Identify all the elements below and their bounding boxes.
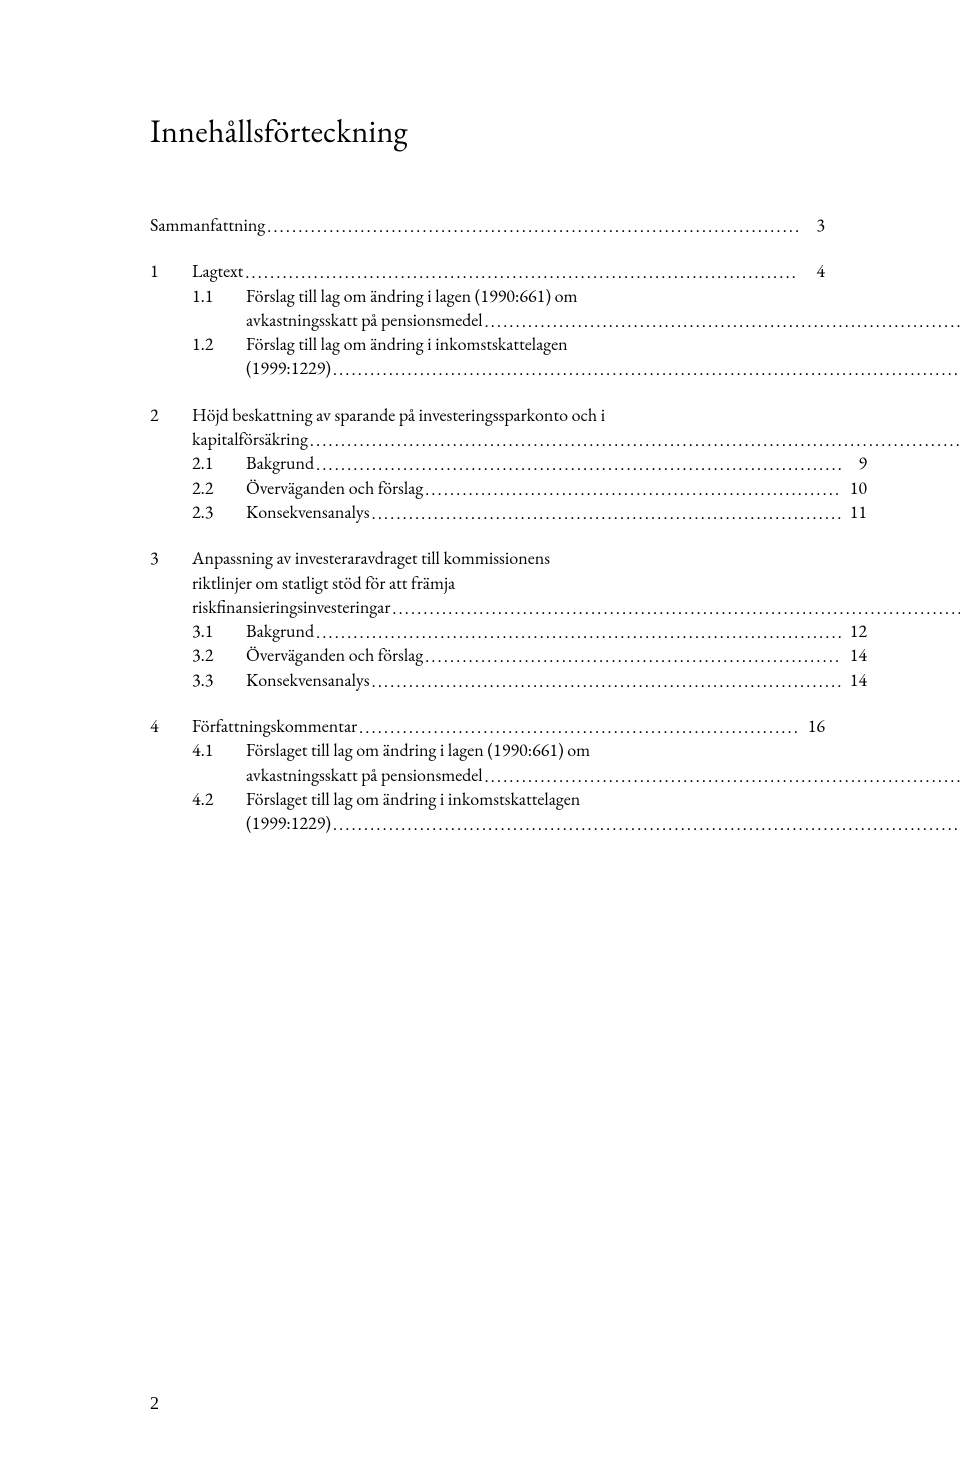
toc-entry-label-wrap: Anpassning av investeraravdraget till ko… — [192, 547, 960, 620]
document-page: Innehållsförteckning Sammanfattning 3 1Lag… — [0, 0, 960, 1470]
toc-entry-label: Lagtext — [192, 260, 245, 284]
toc-leader-dots — [310, 430, 960, 453]
toc-entry-number: 4.1 — [192, 739, 246, 763]
toc-entry: 4.2Förslaget till lag om ändring i inkom… — [150, 788, 867, 837]
toc-entry-number: 3.2 — [192, 644, 246, 668]
toc-entry: 2.3Konsekvensanalys 11 — [150, 501, 867, 525]
toc-entry-label: Sammanfattning — [150, 214, 267, 238]
toc-entry-label: Författningskommentar — [192, 715, 359, 739]
toc-entry-page: 14 — [841, 669, 867, 693]
toc-entry: 2.1Bakgrund 9 — [150, 452, 867, 476]
toc-entry: 4Författningskommentar 16 — [150, 715, 825, 739]
toc-entry-page: 10 — [841, 477, 867, 501]
toc-entry-label: Förslag till lag om ändring i inkomstska… — [246, 333, 960, 357]
toc-entry-number: 4 — [150, 715, 192, 739]
toc-entry-label: kapitalförsäkring — [192, 428, 310, 452]
toc-entry-page: 9 — [841, 452, 867, 476]
toc-entry-label: Konsekvensanalys — [246, 669, 372, 693]
toc-leader-dots — [485, 311, 960, 334]
toc-entry: 4.1Förslaget till lag om ändring i lagen… — [150, 739, 867, 788]
toc-entry-label: Bakgrund — [246, 452, 316, 476]
toc-entry-page: 12 — [841, 620, 867, 644]
toc-entry-label: Förslaget till lag om ändring i inkomsts… — [246, 788, 960, 812]
toc-entry-label: Överväganden och förslag — [246, 477, 425, 501]
toc-entry: 3.2Överväganden och förslag 14 — [150, 644, 867, 668]
toc-entry-page: 4 — [799, 260, 825, 284]
toc-leader-dots — [372, 671, 841, 694]
toc-entry-label: (1999:1229) — [246, 812, 333, 836]
toc-entry: 2.2Överväganden och förslag 10 — [150, 477, 867, 501]
toc-leader-dots — [333, 814, 960, 837]
toc-entry-number: 3.1 — [192, 620, 246, 644]
toc-entry-label: Förslaget till lag om ändring i lagen (1… — [246, 739, 960, 763]
toc-entry-label: Konsekvensanalys — [246, 501, 372, 525]
toc-leader-dots — [316, 622, 841, 645]
toc-entry: 3.3Konsekvensanalys 14 — [150, 669, 867, 693]
toc-entry-label-wrap: Förslag till lag om ändring i lagen (199… — [246, 285, 960, 334]
toc-entry-label: Anpassning av investeraravdraget till ko… — [192, 547, 960, 571]
toc-entry-label: avkastningsskatt på pensionsmedel — [246, 309, 485, 333]
toc-entry-page: 14 — [841, 644, 867, 668]
toc-entry-label: Överväganden och förslag — [246, 644, 425, 668]
table-of-contents: Sammanfattning31Lagtext41.1Förslag till … — [150, 214, 825, 837]
toc-entry-page: 11 — [841, 501, 867, 525]
toc-leader-dots — [359, 717, 799, 740]
toc-entry-number: 3 — [150, 547, 192, 571]
toc-leader-dots — [425, 646, 841, 669]
toc-entry-label: Höjd beskattning av sparande på invester… — [192, 404, 960, 428]
toc-entry-label-wrap: Förslaget till lag om ändring i lagen (1… — [246, 739, 960, 788]
toc-entry: Sammanfattning 3 — [150, 214, 825, 238]
toc-entry: 2Höjd beskattning av sparande på investe… — [150, 404, 825, 453]
toc-entry-label: (1999:1229) — [246, 357, 333, 381]
toc-entry-label-wrap: Förslaget till lag om ändring i inkomsts… — [246, 788, 960, 837]
page-title: Innehållsförteckning — [150, 110, 825, 152]
toc-entry-number: 1.1 — [192, 285, 246, 309]
toc-leader-dots — [245, 262, 799, 285]
toc-entry: 1.1Förslag till lag om ändring i lagen (… — [150, 285, 867, 334]
toc-leader-dots — [425, 479, 841, 502]
toc-entry-label: riktlinjer om statligt stöd för att främ… — [192, 572, 960, 596]
toc-entry: 1.2Förslag till lag om ändring i inkomst… — [150, 333, 867, 382]
toc-leader-dots — [392, 598, 960, 621]
toc-entry-label: Bakgrund — [246, 620, 316, 644]
toc-entry-number: 2.3 — [192, 501, 246, 525]
toc-leader-dots — [316, 454, 841, 477]
toc-entry-number: 2.2 — [192, 477, 246, 501]
toc-entry-label: riskfinansieringsinvesteringar — [192, 596, 392, 620]
toc-leader-dots — [333, 359, 960, 382]
toc-entry-page: 3 — [799, 214, 825, 238]
toc-entry-page: 16 — [799, 715, 825, 739]
toc-entry-number: 3.3 — [192, 669, 246, 693]
toc-leader-dots — [372, 503, 841, 526]
toc-entry-label: Förslag till lag om ändring i lagen (199… — [246, 285, 960, 309]
toc-entry-label-wrap: Höjd beskattning av sparande på invester… — [192, 404, 960, 453]
toc-entry-label-wrap: Förslag till lag om ändring i inkomstska… — [246, 333, 960, 382]
toc-entry-number: 4.2 — [192, 788, 246, 812]
toc-entry-label: avkastningsskatt på pensionsmedel — [246, 764, 485, 788]
toc-entry: 1Lagtext 4 — [150, 260, 825, 284]
toc-entry: 3Anpassning av investeraravdraget till k… — [150, 547, 825, 620]
page-number: 2 — [150, 1393, 159, 1414]
toc-entry-number: 2 — [150, 404, 192, 428]
toc-entry: 3.1Bakgrund 12 — [150, 620, 867, 644]
toc-entry-number: 1.2 — [192, 333, 246, 357]
toc-leader-dots — [267, 216, 799, 239]
toc-entry-number: 1 — [150, 260, 192, 284]
toc-leader-dots — [485, 766, 960, 789]
toc-entry-number: 2.1 — [192, 452, 246, 476]
